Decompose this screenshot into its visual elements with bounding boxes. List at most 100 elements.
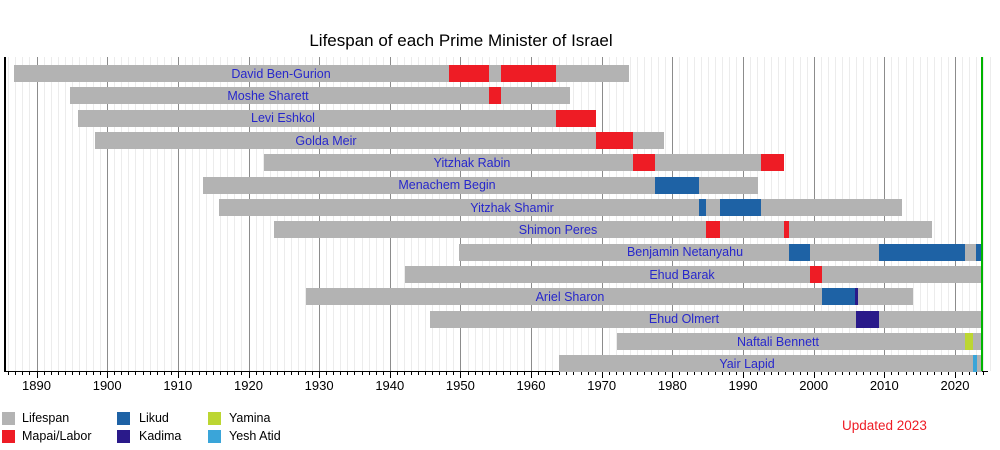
axis-tick-minor — [57, 372, 59, 375]
axis-tick-minor — [573, 372, 575, 375]
axis-tick-minor — [368, 372, 370, 375]
legend-label: Yamina — [229, 411, 271, 425]
axis-tick-minor — [93, 372, 94, 375]
axis-tick-minor — [156, 372, 158, 375]
legend-label: Yesh Atid — [229, 429, 281, 443]
axis-tick-major — [884, 372, 886, 378]
axis-tick-minor — [947, 372, 949, 375]
axis-tick-minor — [559, 372, 561, 375]
gridline-minor — [29, 57, 31, 371]
axis-tick-minor — [580, 372, 582, 375]
axis-tick-minor — [524, 372, 525, 375]
term-segment-likud — [788, 243, 811, 261]
axis-tick-minor — [333, 372, 335, 375]
axis-tick-major — [36, 372, 38, 378]
term-segment-mapai_labor — [596, 132, 633, 149]
gridline-major — [36, 57, 38, 371]
axis-tick-minor — [149, 372, 151, 375]
axis-tick-label: 1990 — [728, 377, 758, 393]
axis-tick-minor — [587, 372, 589, 375]
axis-tick-label: 1960 — [516, 377, 546, 393]
gridline-minor — [71, 57, 73, 371]
term-segment-mapai_labor — [810, 266, 823, 283]
term-segment-likud — [698, 199, 706, 216]
axis-tick-minor — [651, 372, 653, 375]
axis-tick-minor — [608, 372, 610, 375]
gridline-minor — [121, 57, 123, 371]
axis-tick-minor — [679, 372, 681, 375]
term-segment-mapai_labor — [784, 221, 789, 239]
axis-tick-minor — [50, 372, 52, 375]
axis-tick-major — [743, 372, 744, 378]
axis-tick-label: 2010 — [869, 377, 899, 393]
gridline-minor — [933, 57, 935, 371]
term-segment-mapai_labor — [449, 65, 490, 82]
axis-tick-minor — [658, 372, 660, 375]
axis-tick-label: 1980 — [657, 377, 687, 393]
axis-tick-minor — [262, 372, 264, 375]
pm-name-label: David Ben-Gurion — [231, 66, 331, 81]
axis-tick-minor — [22, 372, 24, 375]
axis-tick-minor — [206, 372, 208, 375]
axis-tick-major — [389, 372, 391, 378]
lifespan-bar — [430, 310, 982, 328]
pm-name-label: Ehud Olmert — [648, 312, 720, 327]
gridline-minor — [15, 57, 17, 371]
axis-tick-minor — [912, 372, 914, 375]
axis-tick-minor — [940, 372, 942, 375]
gridline-minor — [100, 57, 102, 371]
gridline-minor — [199, 57, 200, 371]
gridline-minor — [919, 57, 921, 371]
legend-label: Kadima — [139, 429, 182, 443]
axis-tick-minor — [856, 372, 857, 375]
axis-tick-minor — [43, 372, 45, 375]
gridline-minor — [78, 57, 80, 371]
axis-tick-minor — [255, 372, 257, 375]
axis-tick-minor — [375, 372, 377, 375]
axis-tick-label: 1910 — [163, 377, 193, 393]
axis-tick-minor — [637, 372, 638, 375]
axis-tick-minor — [78, 372, 80, 375]
term-segment-mapai_labor — [501, 65, 556, 82]
pm-name-label: Golda Meir — [295, 133, 357, 148]
axis-tick-label: 1930 — [304, 377, 334, 393]
axis-tick-minor — [870, 372, 872, 375]
lifespan-bar — [70, 87, 570, 105]
axis-tick-minor — [898, 372, 900, 375]
axis-tick-minor — [64, 372, 66, 375]
axis-tick-major — [177, 372, 179, 378]
lifespan-bar — [95, 132, 665, 149]
gridline-minor — [43, 57, 45, 371]
axis-tick-major — [955, 372, 956, 378]
gridline-minor — [206, 57, 208, 371]
axis-tick-minor — [446, 372, 448, 375]
axis-tick-minor — [184, 372, 186, 375]
pm-name-label: Yair Lapid — [719, 356, 775, 371]
axis-tick-minor — [891, 372, 893, 375]
term-segment-mapai_labor — [489, 87, 502, 105]
axis-tick-minor — [71, 372, 73, 375]
pm-name-label: Shimon Peres — [518, 222, 598, 237]
gridline-minor — [57, 57, 59, 371]
term-segment-likud — [878, 243, 965, 261]
term-segment-kadima — [856, 310, 879, 328]
lifespan-bar — [203, 176, 759, 194]
axis-tick-minor — [467, 372, 469, 375]
axis-tick-minor — [142, 372, 144, 375]
now-line — [980, 57, 983, 371]
pm-name-label: Moshe Sharett — [227, 88, 309, 103]
pm-name-label: Naftali Bennett — [737, 334, 819, 349]
legend-swatch-likud — [117, 412, 130, 425]
axis-tick-major — [531, 372, 532, 378]
gridline-minor — [969, 57, 971, 371]
axis-tick-minor — [502, 372, 504, 375]
axis-tick-minor — [545, 372, 547, 375]
axis-tick-minor — [785, 372, 787, 375]
axis-tick-major — [601, 372, 603, 378]
axis-tick-minor — [714, 372, 716, 375]
axis-tick-minor — [86, 372, 87, 375]
axis-tick-minor — [403, 372, 405, 375]
pm-name-label: Menachem Begin — [398, 178, 496, 193]
axis-tick-minor — [962, 372, 963, 375]
axis-tick-minor — [128, 372, 130, 375]
